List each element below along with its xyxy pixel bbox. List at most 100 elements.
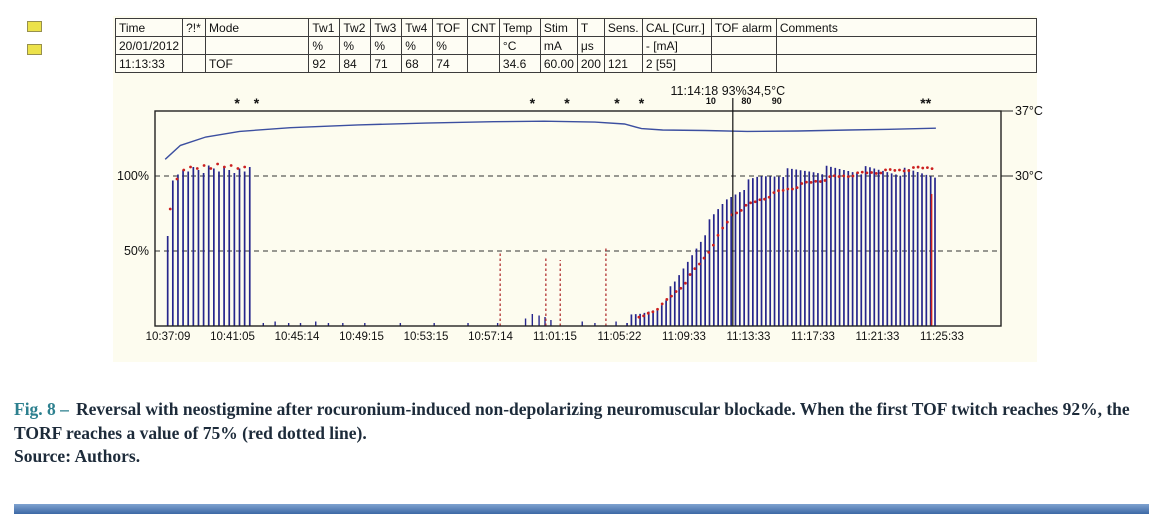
figure-label: Fig. 8 – <box>14 399 69 419</box>
temperature-line <box>164 120 936 160</box>
tof-ratio-dot <box>707 251 711 254</box>
plot-frame <box>154 110 1002 327</box>
measurement-table: Time ?!* Mode Tw1 Tw2 Tw3 Tw4 TOF CNT Temp Stim T Se… <box>114 18 1038 73</box>
table-cell: 84 <box>339 54 372 73</box>
tof-ratio-dot <box>795 186 799 189</box>
tof-ratio-dot <box>189 165 192 169</box>
table-cell <box>603 36 643 55</box>
table-header-cell: Mode <box>205 18 310 37</box>
tof-ratio-dot <box>777 189 780 193</box>
tof-ratio-dot <box>907 169 911 172</box>
tof-ratio-dot <box>716 233 720 237</box>
tof-ratio-dot <box>781 188 785 192</box>
table-cell <box>775 54 1038 73</box>
tof-ratio-dot <box>925 166 929 170</box>
x-tick-label: 10:37:09 <box>146 331 191 343</box>
tof-ratio-dot <box>772 191 776 195</box>
tof-ratio-dot <box>805 180 808 184</box>
tof-ratio-dot <box>814 179 818 183</box>
tof-ratio-dot <box>216 162 220 166</box>
table-cell: °C <box>498 36 541 55</box>
tof-ratio-dot <box>884 168 887 172</box>
tof-ratio-dot <box>702 256 706 260</box>
table-header-cell: ?!* <box>182 18 207 37</box>
tof-ratio-dot <box>912 166 915 169</box>
table-cell: 34.6 <box>498 54 541 73</box>
tof-ratio-dot <box>674 290 678 293</box>
table-cell <box>710 36 777 55</box>
table-header-cell: TOF <box>432 18 469 37</box>
table-header-cell: Stim <box>539 18 578 37</box>
table-header-cell: TOF alarm <box>710 18 777 37</box>
tof-ratio-dot <box>767 195 771 199</box>
tof-ratio-dot <box>870 171 873 174</box>
x-tick-label: 11:13:33 <box>727 331 771 343</box>
tof-ratio-dot <box>202 164 206 167</box>
tof-ratio-dot <box>893 169 897 172</box>
event-marker: * <box>530 95 536 111</box>
tof-ratio-dot <box>670 294 673 298</box>
event-marker: 90 <box>772 96 782 106</box>
tof-ratio-dot <box>646 311 650 315</box>
tof-ratio-dot <box>665 298 669 301</box>
table-header-cell: Sens. <box>603 18 643 37</box>
event-marker: * <box>254 95 260 111</box>
tof-ratio-dot <box>721 226 725 230</box>
tof-ratio-dot <box>642 314 645 318</box>
table-cell: 74 <box>432 54 469 73</box>
table-header-cell: CNT <box>467 18 500 37</box>
tof-ratio-dot <box>851 174 855 178</box>
temp-axis-label: 37°C <box>1015 104 1043 118</box>
section-divider-bar <box>14 504 1149 514</box>
tof-ratio-dot <box>809 181 813 184</box>
tof-ratio-dot <box>688 273 692 276</box>
table-cell: % <box>339 36 372 55</box>
y-axis-label: 100% <box>117 169 149 183</box>
tof-ratio-dot <box>763 197 766 201</box>
tof-ratio-dot <box>828 175 832 179</box>
table-cell: % <box>370 36 403 55</box>
table-cell: % <box>401 36 434 55</box>
tof-ratio-dot <box>660 302 664 306</box>
tof-ratio-dot <box>236 167 240 170</box>
tof-ratio-dot <box>856 171 860 175</box>
x-tick-label: 10:49:15 <box>339 331 384 343</box>
tof-ratio-dot <box>818 180 822 183</box>
table-cell: % <box>308 36 341 55</box>
tof-ratio-dot <box>182 168 186 172</box>
figure-caption-text: Reversal with neostigmine after rocuroni… <box>14 399 1130 443</box>
event-marker: 80 <box>741 96 751 106</box>
monitor-screenshot-panel: Time ?!* Mode Tw1 Tw2 Tw3 Tw4 TOF CNT Temp Stim T Se… <box>113 16 1043 362</box>
tof-ratio-dot <box>865 171 869 175</box>
tof-ratio-dot <box>874 172 878 175</box>
event-marker: ** <box>920 95 931 111</box>
figure-source: Source: Authors. <box>14 446 141 467</box>
yellow-marker-icon <box>27 44 42 55</box>
tof-ratio-dot <box>921 166 925 170</box>
table-cell <box>205 36 310 55</box>
tof-ratio-dot <box>823 179 827 182</box>
table-cell <box>467 36 500 55</box>
tof-ratio-dot <box>222 165 226 169</box>
x-tick-label: 11:01:15 <box>533 331 577 343</box>
table-cell <box>182 54 207 73</box>
tof-ratio-dot <box>735 211 739 215</box>
tof-ratio-dot <box>898 168 901 172</box>
table-cell <box>775 36 1038 55</box>
tof-ratio-dot <box>243 165 247 169</box>
table-cell: μs <box>576 36 605 55</box>
tof-ratio-dot <box>168 207 172 211</box>
table-header-cell: T <box>576 18 605 37</box>
tof-ratio-dot <box>879 171 883 175</box>
table-cell <box>182 36 207 55</box>
table-cell: - [mA] <box>641 36 712 55</box>
tof-ratio-dot <box>679 286 683 290</box>
tof-ratio-dot <box>656 307 659 311</box>
tof-ratio-dot <box>888 168 892 171</box>
table-cell: 2 [55] <box>641 54 712 73</box>
event-marker: * <box>614 95 620 111</box>
table-cell: 60.00 <box>539 54 578 73</box>
table-cell: 200 <box>576 54 605 73</box>
table-cell: TOF <box>205 54 310 73</box>
tof-ratio-dot <box>209 167 213 170</box>
